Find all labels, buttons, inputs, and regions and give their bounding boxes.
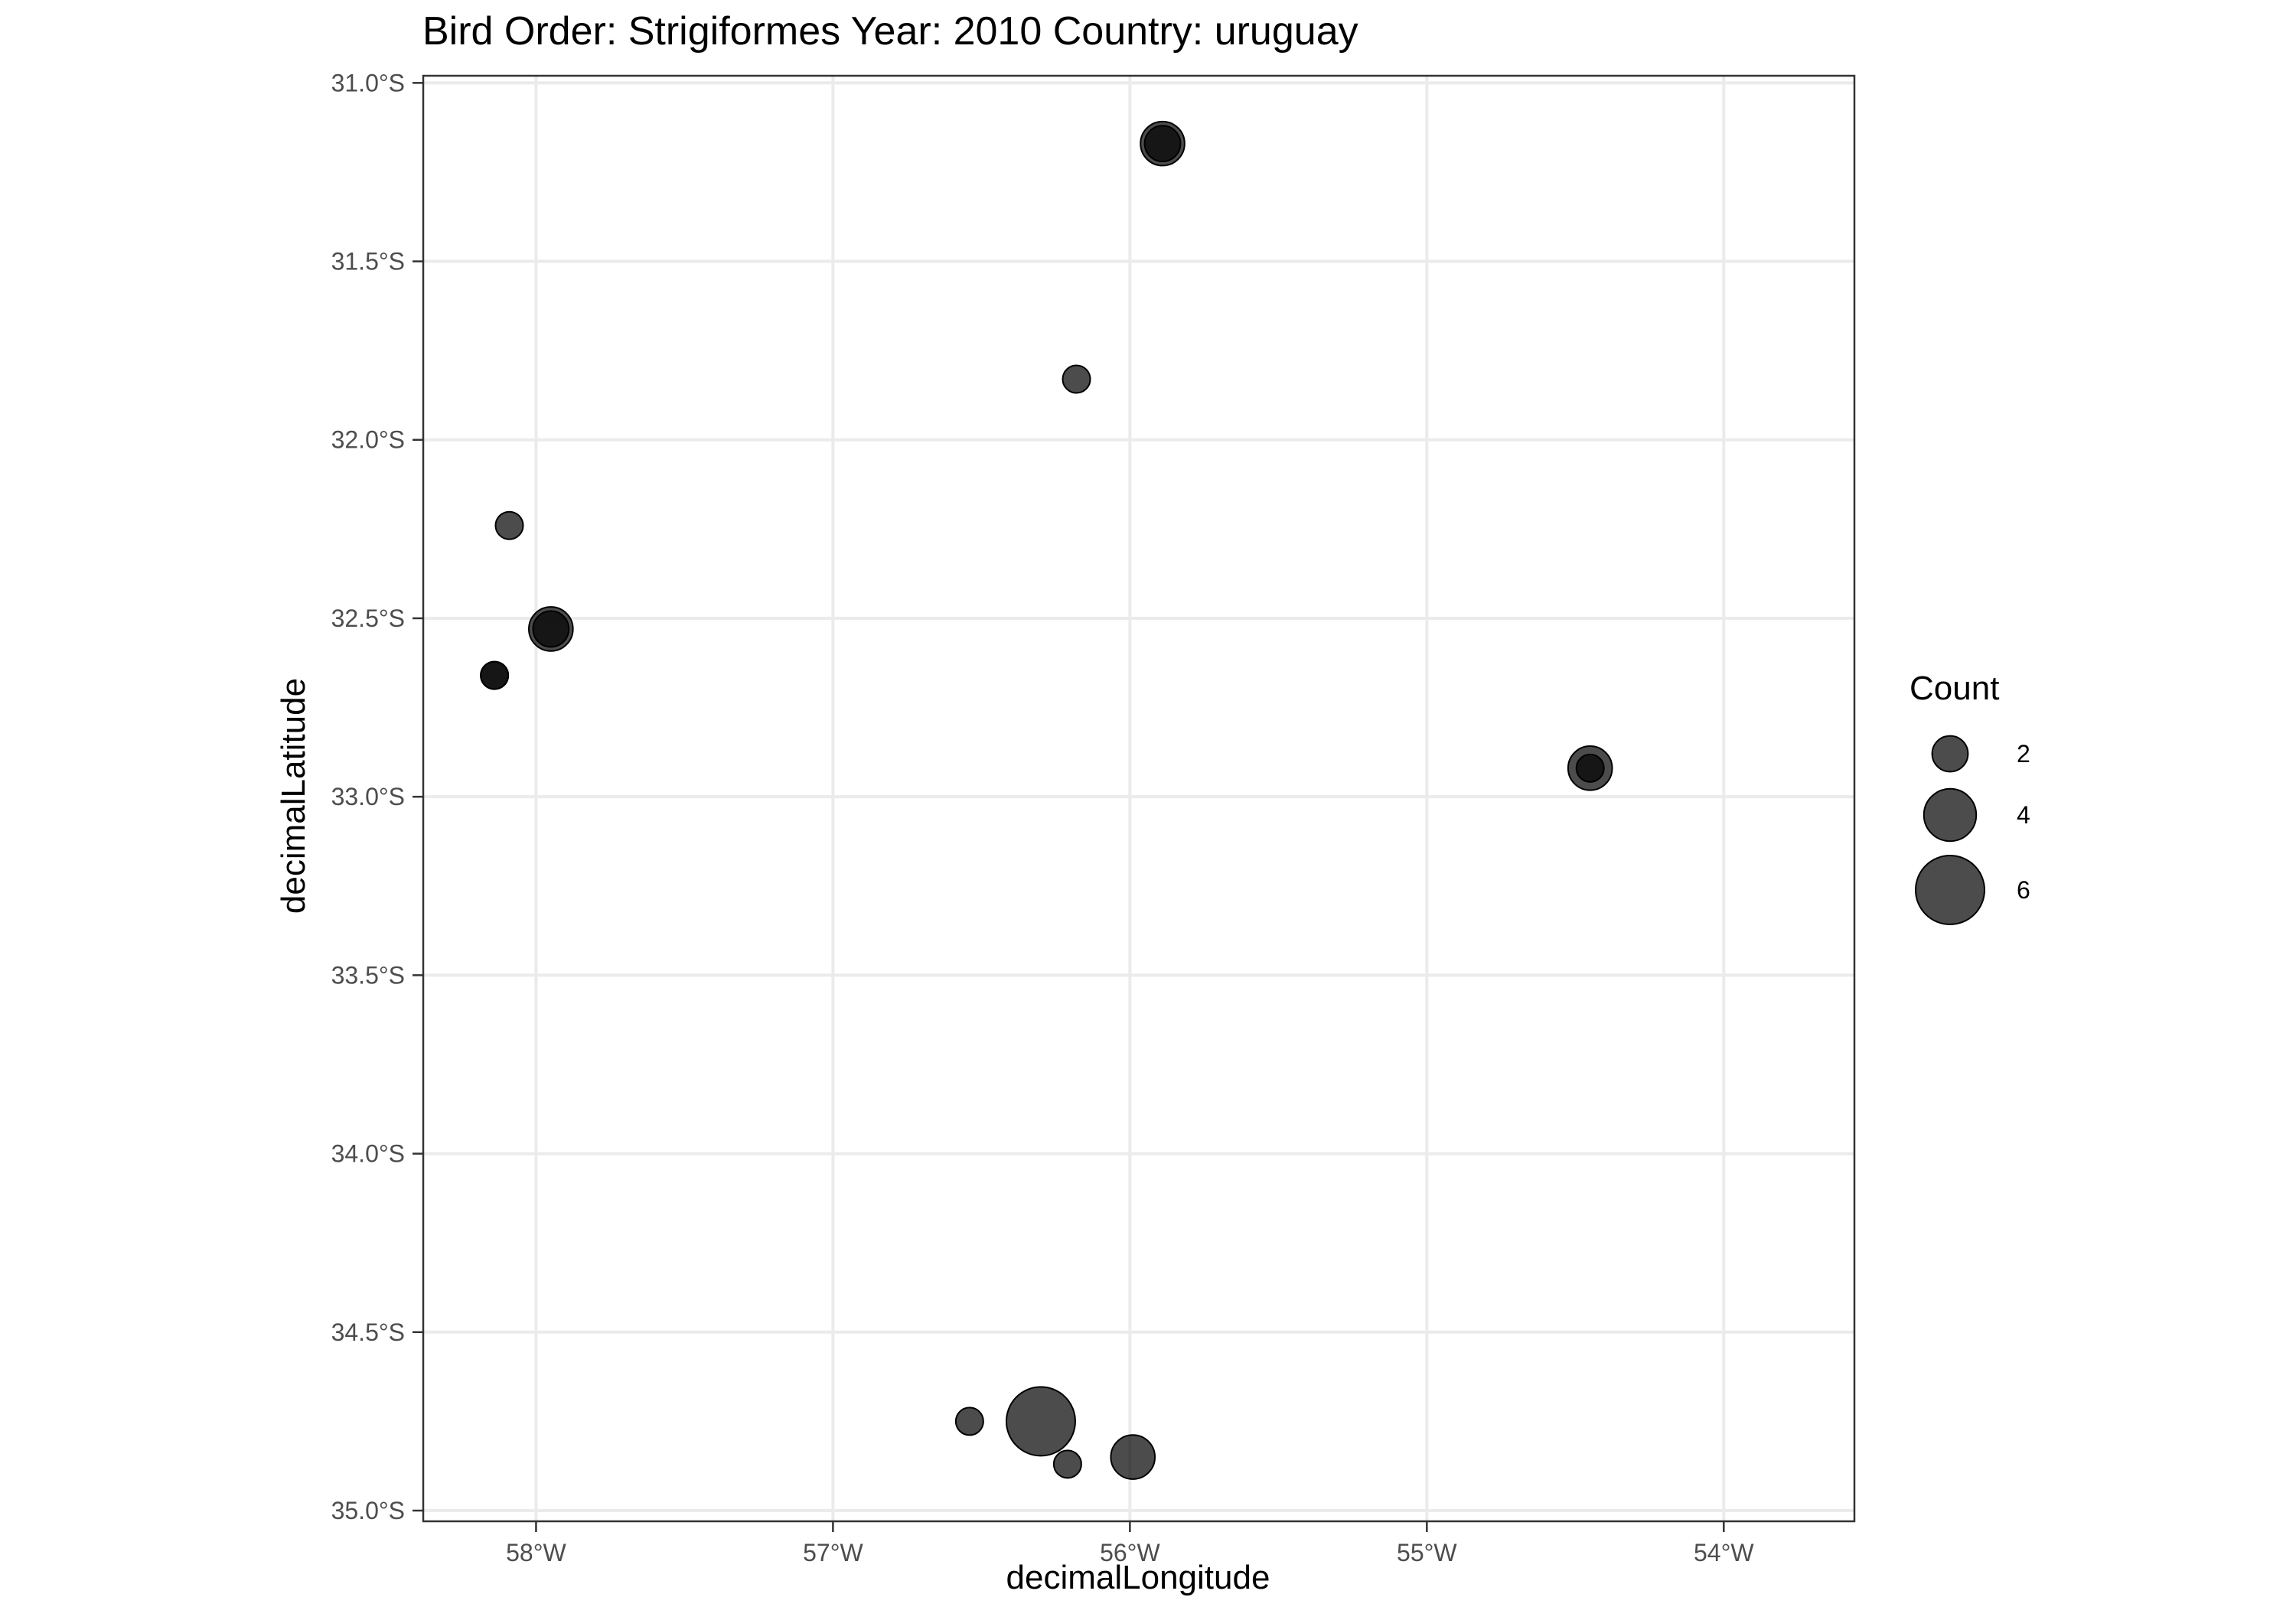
y-axis-title: decimalLatitude [275,678,312,914]
y-tick-label: 34.5°S [331,1319,405,1346]
legend-key-circle [1931,735,1969,773]
legend-label: 4 [2017,801,2030,829]
x-axis-title: decimalLongitude [1006,1559,1270,1596]
x-tick-label: 55°W [1397,1539,1457,1566]
y-tick-label: 32.0°S [331,426,405,454]
y-tick-label: 33.5°S [331,961,405,989]
data-point [1052,1449,1082,1479]
legend-title: Count [1910,670,1999,707]
legend-entries: 2 4 6 [1915,735,2030,925]
data-point [1005,1386,1076,1457]
data-point [954,1407,984,1436]
legend-key-circle [1923,787,1978,843]
x-tick-label: 54°W [1694,1539,1754,1566]
legend-label: 6 [2017,876,2030,904]
data-point [1575,753,1605,783]
data-point [532,610,570,648]
legend-label: 2 [2017,740,2030,768]
y-tick-label: 33.0°S [331,783,405,810]
x-tick-label: 56°W [1100,1539,1160,1566]
y-tick-label: 34.0°S [331,1140,405,1168]
axis-layer: 58°W 57°W 56°W 55°W 54°W 31.0°S 31.5°S 32.0°S 32… [331,69,1755,1566]
data-point [494,510,524,540]
y-tick-label: 31.0°S [331,69,405,96]
points-layer [480,120,1613,1480]
legend-key-circle [1915,855,1985,925]
chart-title: Bird Order: Strigiformes Year: 2010 Coun… [422,9,1358,54]
y-tick-label: 35.0°S [331,1497,405,1524]
data-point [1143,125,1182,163]
plot-panel-border [422,74,1856,1523]
y-tick-label: 32.5°S [331,605,405,632]
size-legend: Count 2 4 6 [1910,670,2030,925]
data-point [1062,364,1091,394]
x-tick-label: 57°W [803,1539,863,1566]
grid-layer [423,76,1854,1521]
data-point [480,660,510,690]
data-point [1110,1434,1156,1480]
x-tick-label: 58°W [506,1539,566,1566]
y-tick-label: 31.5°S [331,248,405,275]
